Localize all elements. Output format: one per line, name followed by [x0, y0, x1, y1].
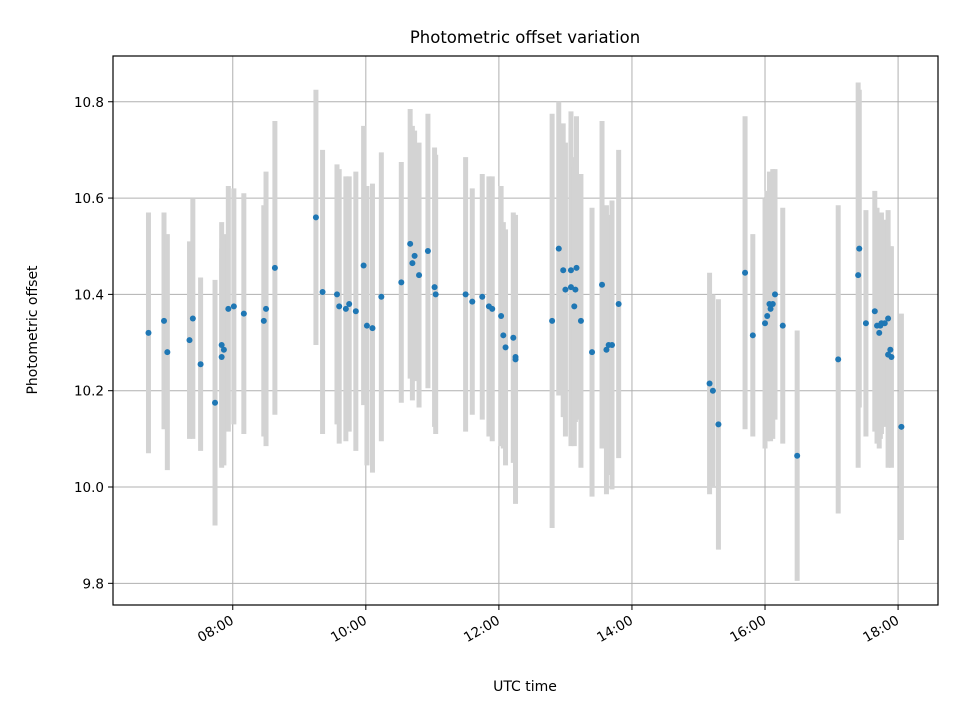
data-point	[489, 305, 496, 312]
data-point	[189, 315, 196, 322]
data-point	[363, 322, 370, 329]
data-point	[333, 291, 340, 298]
data-point	[771, 291, 778, 298]
data-point	[271, 264, 278, 271]
data-point	[589, 349, 596, 356]
chart-title: Photometric offset variation	[410, 28, 640, 47]
data-point	[706, 380, 713, 387]
data-point	[218, 353, 225, 360]
data-point	[469, 298, 476, 305]
data-point	[835, 356, 842, 363]
data-point	[764, 313, 771, 320]
data-point	[567, 267, 574, 274]
data-point	[407, 240, 414, 247]
data-point	[599, 281, 606, 288]
data-point	[416, 272, 423, 279]
y-axis-label: Photometric offset	[25, 265, 41, 395]
data-point	[360, 262, 367, 269]
data-point	[555, 245, 562, 252]
data-point	[749, 332, 756, 339]
data-point	[512, 356, 519, 363]
data-point	[479, 293, 486, 300]
data-point	[855, 272, 862, 279]
data-point	[603, 346, 610, 353]
x-axis-label: UTC time	[493, 679, 557, 695]
data-point	[562, 286, 569, 293]
y-axis-ticks: 9.8 10.0 10.2 10.4 10.6 10.8	[74, 95, 113, 592]
data-point	[225, 305, 232, 312]
data-point	[862, 320, 869, 327]
data-point	[218, 341, 225, 348]
data-point	[336, 303, 343, 310]
data-point	[260, 317, 267, 324]
data-point	[369, 325, 376, 332]
y-tick-label: 10.0	[74, 480, 104, 496]
data-point	[577, 317, 584, 324]
data-point	[571, 303, 578, 310]
data-point	[560, 267, 567, 274]
data-point	[424, 248, 431, 255]
data-point	[898, 423, 905, 430]
y-tick-label: 10.4	[74, 287, 104, 303]
data-point	[230, 303, 237, 310]
data-point	[608, 341, 615, 348]
data-point	[411, 252, 418, 259]
y-tick-label: 10.8	[74, 95, 104, 111]
data-point	[887, 346, 894, 353]
data-point	[431, 284, 438, 291]
data-point	[549, 317, 556, 324]
data-point	[762, 320, 769, 327]
data-point	[615, 301, 622, 308]
data-point	[856, 245, 863, 252]
data-point	[573, 264, 580, 271]
data-point	[502, 344, 509, 351]
data-point	[432, 291, 439, 298]
data-point	[742, 269, 749, 276]
data-point	[220, 346, 227, 353]
data-point	[346, 301, 353, 308]
data-point	[462, 291, 469, 298]
data-point	[161, 317, 168, 324]
data-point	[572, 286, 579, 293]
data-point	[145, 329, 152, 336]
data-point	[263, 305, 270, 312]
data-point	[876, 329, 883, 336]
data-point	[398, 279, 405, 286]
data-point	[240, 310, 247, 317]
data-point	[319, 288, 326, 295]
data-point	[510, 334, 517, 341]
data-point	[881, 320, 888, 327]
data-points	[145, 214, 905, 459]
data-point	[197, 361, 204, 368]
data-point	[767, 305, 774, 312]
data-point	[409, 260, 416, 267]
data-point	[186, 337, 193, 344]
data-point	[212, 399, 219, 406]
y-tick-label: 9.8	[83, 576, 104, 592]
data-point	[769, 301, 776, 308]
y-tick-label: 10.2	[74, 384, 104, 400]
data-point	[794, 452, 801, 459]
data-point	[378, 293, 385, 300]
data-point	[312, 214, 319, 221]
data-point	[715, 421, 722, 428]
plot-frame	[112, 55, 939, 606]
data-point	[498, 313, 505, 320]
data-point	[779, 322, 786, 329]
data-point	[885, 315, 892, 322]
data-point	[888, 353, 895, 360]
y-tick-label: 10.6	[74, 191, 104, 207]
data-point	[500, 332, 507, 339]
data-point	[871, 308, 878, 315]
data-point	[352, 308, 359, 315]
data-point	[342, 305, 349, 312]
data-point	[709, 387, 716, 394]
data-point	[567, 284, 574, 291]
data-point	[164, 349, 171, 356]
